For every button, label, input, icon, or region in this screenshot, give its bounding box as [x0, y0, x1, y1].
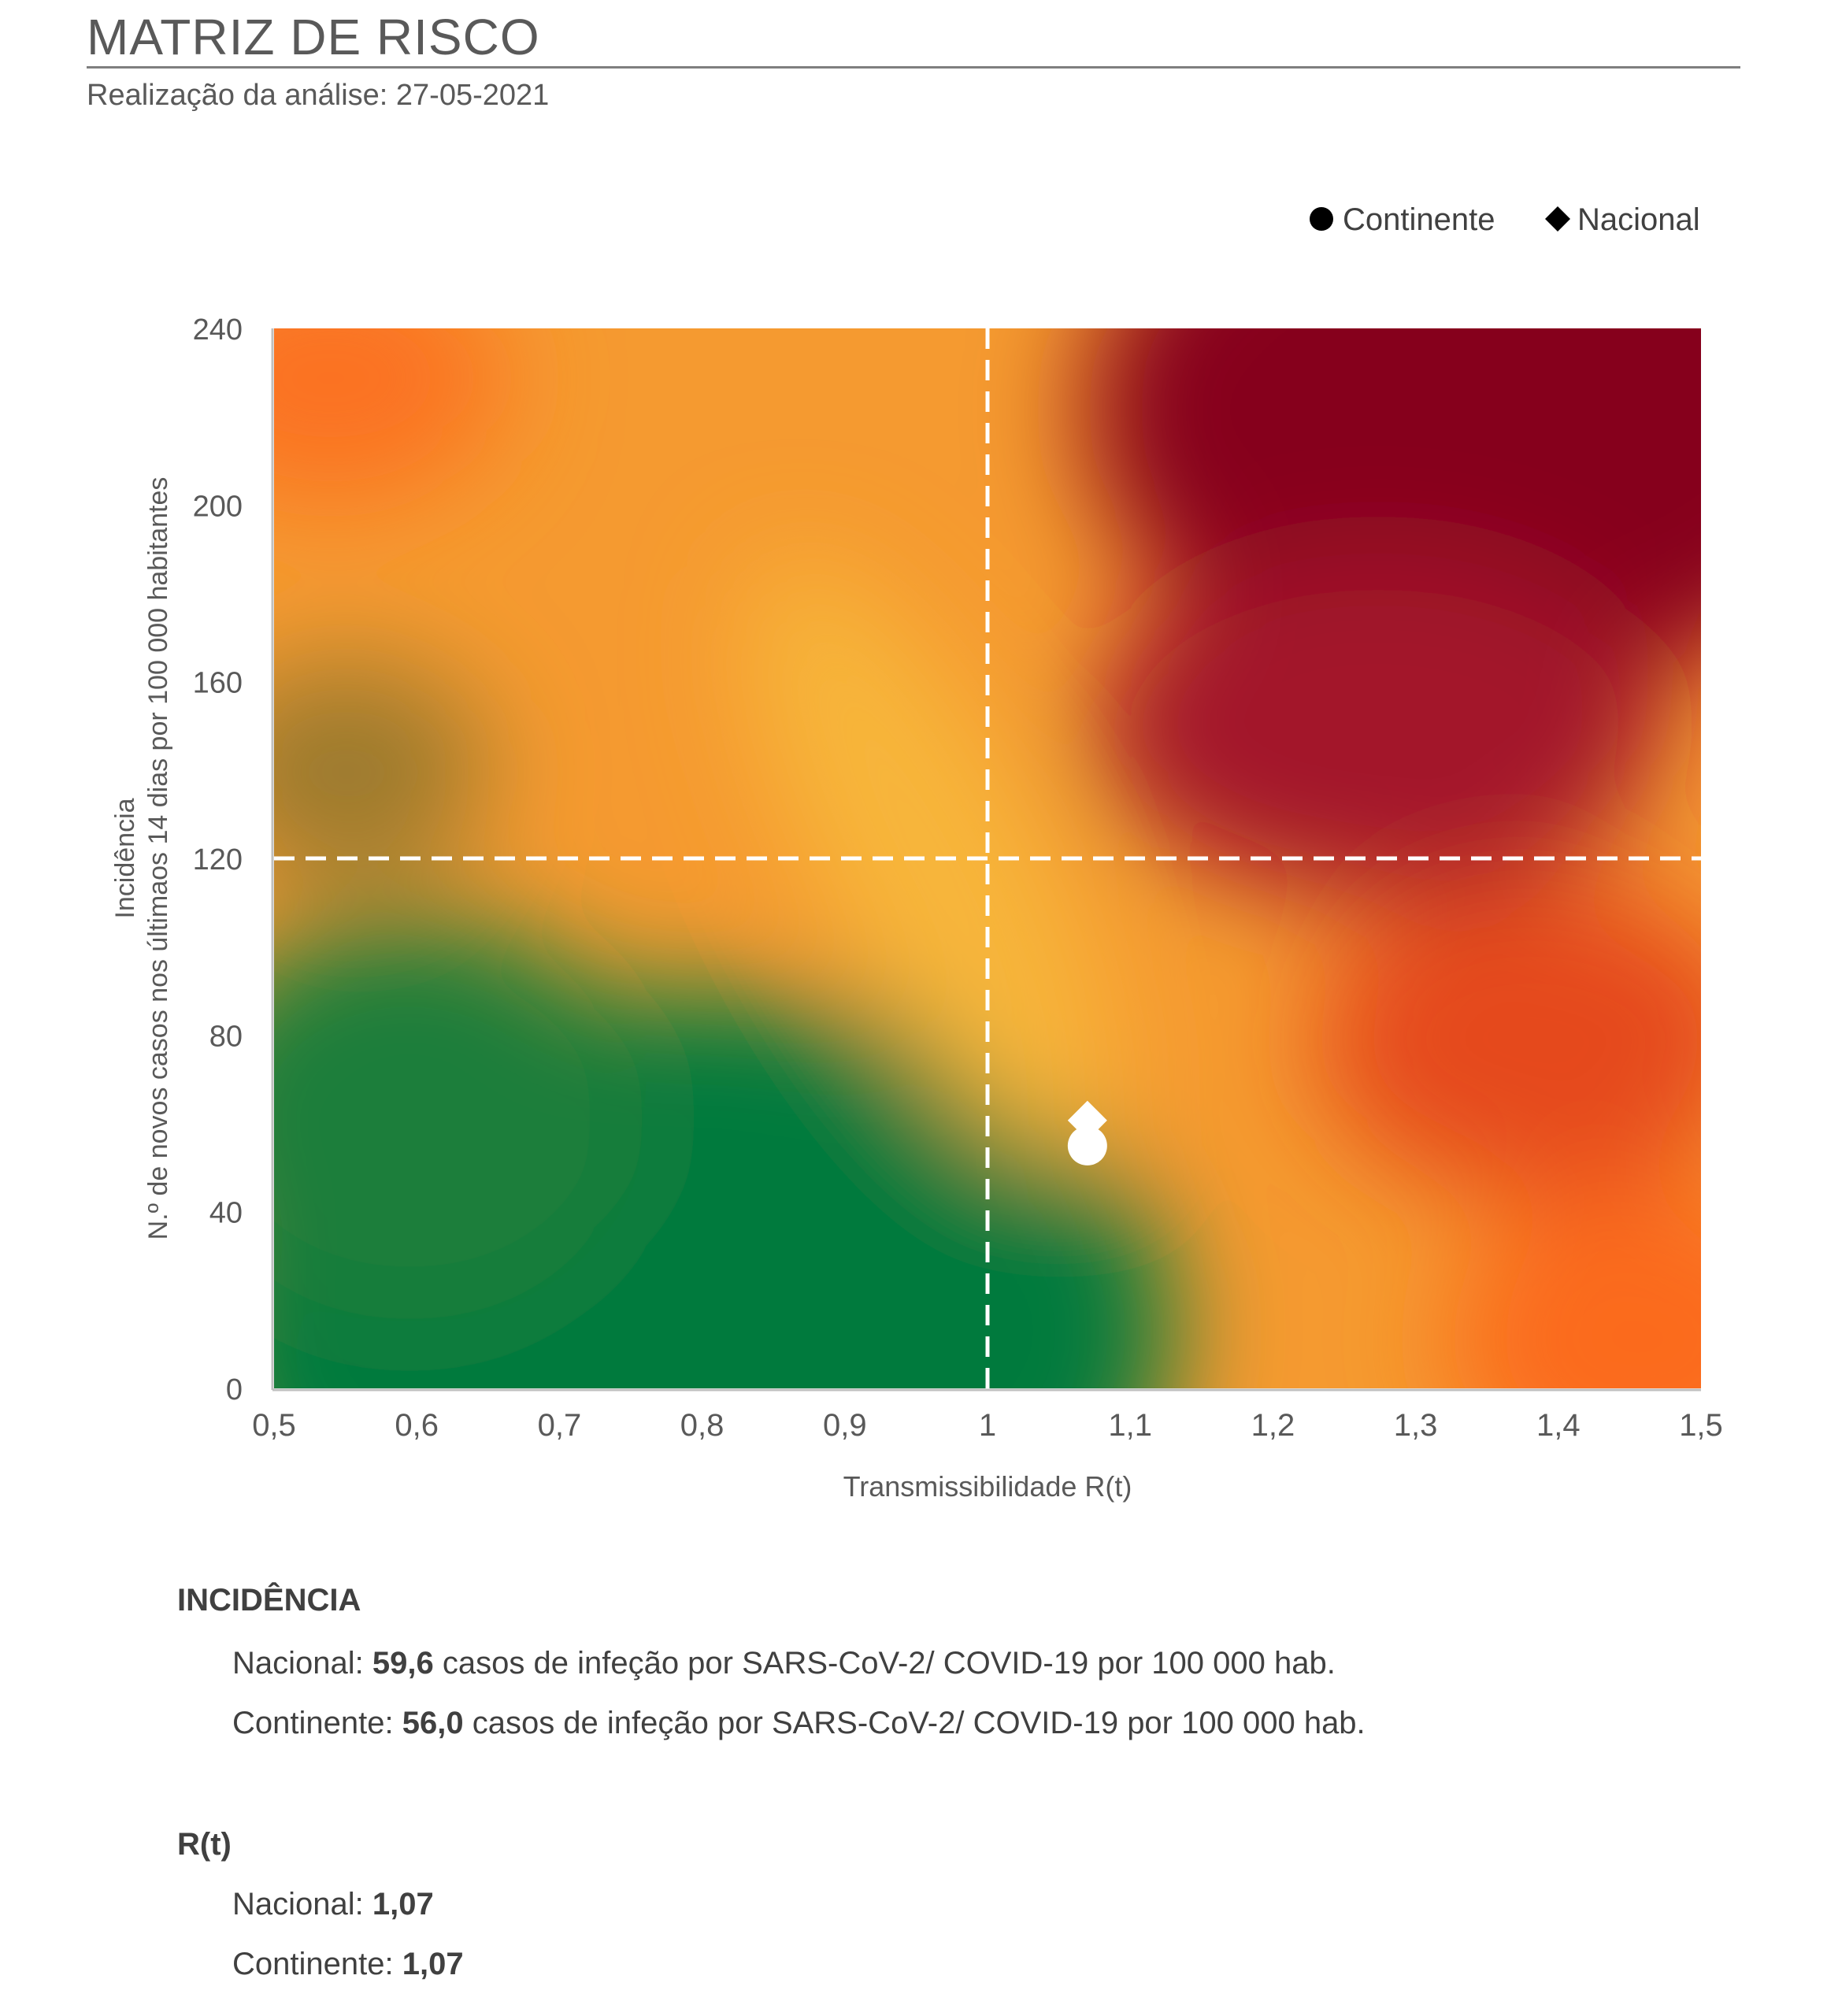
x-tick-label: 0,7 [538, 1408, 582, 1443]
legend-diamond-icon [1545, 206, 1570, 232]
rt-heading: R(t) [177, 1827, 232, 1862]
y-tick-label: 200 [193, 490, 243, 523]
page-title: MATRIZ DE RISCO [87, 9, 540, 65]
x-tick-label: 1,5 [1679, 1408, 1723, 1443]
rt-nacional: Nacional: 1,07 [232, 1887, 434, 1922]
x-tick-label: 1,1 [1108, 1408, 1152, 1443]
y-tick-label: 240 [193, 313, 243, 346]
rt-continente-value: 1,07 [402, 1947, 464, 1981]
risk-matrix-chart: 0,5 0,6 0,7 0,8 0,9 1 1,1 1,2 1,3 1,4 1,5 0 40 80 120… [110, 202, 1723, 1503]
rt-section: R(t) Nacional: 1,07 Continente: 1,07 [177, 1827, 464, 1981]
rt-nacional-label: Nacional: [232, 1887, 364, 1922]
incidence-nacional-value: 59,6 [372, 1646, 434, 1681]
y-tick-label: 120 [193, 843, 243, 876]
incidence-nacional-label: Nacional: [232, 1646, 364, 1681]
x-tick-label: 1 [979, 1408, 996, 1443]
y-tick-label: 0 [226, 1373, 243, 1406]
incidence-heading: INCIDÊNCIA [177, 1583, 361, 1618]
x-tick-label: 0,5 [252, 1408, 296, 1443]
y-tick-label: 40 [209, 1197, 243, 1230]
y-axis-title-line2: N.º de novos casos nos últimaos 14 dias … [143, 477, 173, 1240]
x-tick-label: 1,4 [1536, 1408, 1581, 1443]
legend-label-continente: Continente [1343, 202, 1495, 237]
x-tick-label: 0,8 [680, 1408, 724, 1443]
data-points [1067, 1100, 1107, 1166]
y-tick-label: 80 [209, 1020, 243, 1053]
incidence-continente-label: Continente: [232, 1706, 394, 1740]
x-tick-label: 0,6 [395, 1408, 439, 1443]
rt-continente: Continente: 1,07 [232, 1947, 464, 1982]
x-tick-label: 1,2 [1251, 1408, 1295, 1443]
rt-continente-label: Continente: [232, 1947, 394, 1981]
title-divider [87, 66, 1740, 69]
x-tick-label: 1,3 [1394, 1408, 1438, 1443]
analysis-date: Realização da análise: 27-05-2021 [87, 79, 550, 112]
legend-label-nacional: Nacional [1577, 202, 1700, 237]
incidence-continente-value: 56,0 [402, 1706, 464, 1740]
x-axis-title: Transmissibilidade R(t) [843, 1470, 1132, 1503]
y-axis-title-line1: Incidência [110, 798, 140, 918]
x-tick-labels: 0,5 0,6 0,7 0,8 0,9 1 1,1 1,2 1,3 1,4 1,5 [252, 1408, 1723, 1443]
rt-nacional-value: 1,07 [372, 1887, 434, 1922]
y-tick-label: 160 [193, 667, 243, 700]
incidence-nacional-suffix: casos de infeção por SARS-CoV-2/ COVID-1… [442, 1646, 1336, 1681]
x-tick-label: 0,9 [823, 1408, 867, 1443]
incidence-continente-suffix: casos de infeção por SARS-CoV-2/ COVID-1… [472, 1706, 1366, 1740]
chart-legend: Continente Nacional [1310, 202, 1700, 237]
y-tick-labels: 0 40 80 120 160 200 240 [193, 313, 243, 1406]
point-continente [1067, 1125, 1107, 1166]
incidence-nacional: Nacional: 59,6 casos de infeção por SARS… [232, 1646, 1336, 1681]
legend-circle-icon [1310, 207, 1333, 231]
incidence-section: INCIDÊNCIA Nacional: 59,6 casos de infeç… [177, 1583, 1366, 1740]
incidence-continente: Continente: 56,0 casos de infeção por SA… [232, 1706, 1366, 1741]
